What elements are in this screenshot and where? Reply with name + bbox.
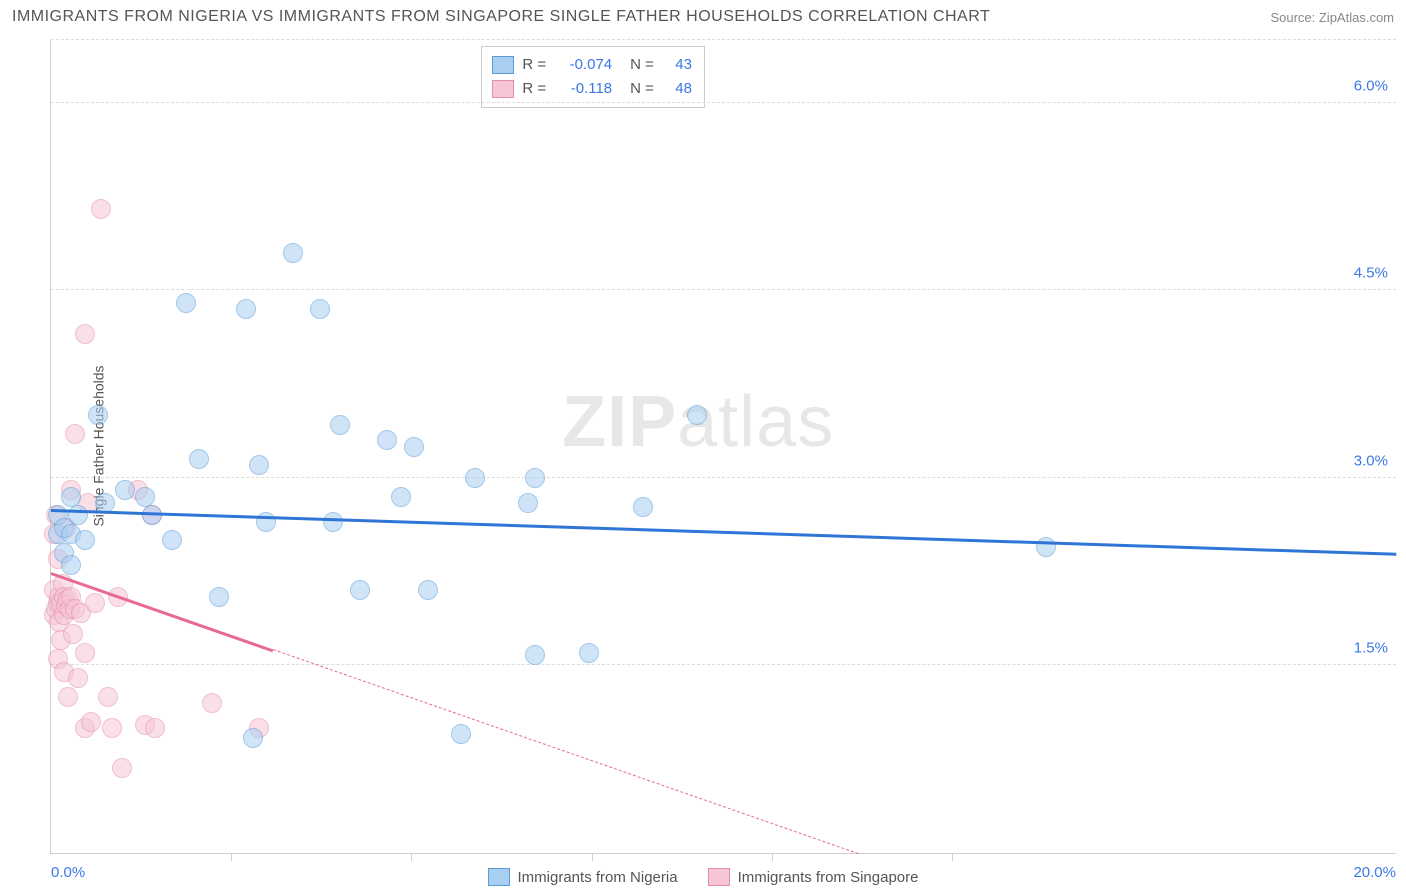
data-point <box>189 449 209 469</box>
data-point <box>418 580 438 600</box>
data-point <box>310 299 330 319</box>
trend-line <box>51 509 1396 556</box>
legend-item: Immigrants from Nigeria <box>488 868 678 886</box>
data-point <box>102 718 122 738</box>
data-point <box>465 468 485 488</box>
x-tick <box>592 853 593 861</box>
data-point <box>377 430 397 450</box>
n-label: N = <box>630 77 654 101</box>
y-tick-label: 3.0% <box>1354 452 1388 469</box>
r-label: R = <box>522 53 546 77</box>
gridline-h <box>51 477 1396 478</box>
y-tick-label: 1.5% <box>1354 640 1388 657</box>
data-point <box>243 728 263 748</box>
n-label: N = <box>630 53 654 77</box>
gridline-h <box>51 102 1396 103</box>
data-point <box>404 437 424 457</box>
legend-row: R = -0.118 N = 48 <box>492 77 692 101</box>
data-point <box>68 505 88 525</box>
chart-area: ZIPatlas R =-0.074N =43R =-0.118N =48 1.… <box>50 40 1396 854</box>
data-point <box>202 693 222 713</box>
data-point <box>176 293 196 313</box>
data-point <box>68 668 88 688</box>
x-tick <box>411 853 412 861</box>
data-point <box>61 487 81 507</box>
data-point <box>75 643 95 663</box>
data-point <box>98 687 118 707</box>
data-point <box>145 718 165 738</box>
data-point <box>451 724 471 744</box>
data-point <box>391 487 411 507</box>
legend-swatch <box>492 80 514 98</box>
legend-swatch <box>488 868 510 886</box>
legend-label: Immigrants from Nigeria <box>518 869 678 886</box>
trend-line <box>273 649 858 854</box>
data-point <box>65 424 85 444</box>
data-point <box>236 299 256 319</box>
gridline-h <box>51 664 1396 665</box>
data-point <box>81 712 101 732</box>
data-point <box>85 593 105 613</box>
data-point <box>75 530 95 550</box>
data-point <box>209 587 229 607</box>
legend-row: R = -0.074 N = 43 <box>492 53 692 77</box>
x-tick <box>772 853 773 861</box>
n-value: 48 <box>662 77 692 101</box>
y-tick-label: 6.0% <box>1354 77 1388 94</box>
data-point <box>112 758 132 778</box>
gridline-h <box>51 39 1396 40</box>
data-point <box>162 530 182 550</box>
x-tick <box>231 853 232 861</box>
data-point <box>91 199 111 219</box>
data-point <box>330 415 350 435</box>
data-point <box>579 643 599 663</box>
data-point <box>518 493 538 513</box>
legend-swatch <box>708 868 730 886</box>
plot-area: ZIPatlas R =-0.074N =43R =-0.118N =48 1.… <box>50 40 1396 854</box>
x-tick <box>952 853 953 861</box>
gridline-h <box>51 289 1396 290</box>
chart-title: IMMIGRANTS FROM NIGERIA VS IMMIGRANTS FR… <box>12 8 990 26</box>
data-point <box>525 645 545 665</box>
legend-label: Immigrants from Singapore <box>738 869 919 886</box>
data-point <box>115 480 135 500</box>
n-value: 43 <box>662 53 692 77</box>
data-point <box>525 468 545 488</box>
data-point <box>249 455 269 475</box>
data-point <box>58 687 78 707</box>
data-point <box>323 512 343 532</box>
data-point <box>633 497 653 517</box>
correlation-legend: R = -0.074 N = 43 R = -0.118 N = 48 <box>481 46 705 108</box>
legend-item: Immigrants from Singapore <box>708 868 919 886</box>
data-point <box>687 405 707 425</box>
data-point <box>283 243 303 263</box>
data-point <box>61 555 81 575</box>
data-point <box>88 405 108 425</box>
data-point <box>135 487 155 507</box>
legend-swatch <box>492 56 514 74</box>
y-tick-label: 4.5% <box>1354 265 1388 282</box>
r-value: -0.074 <box>554 53 612 77</box>
r-value: -0.118 <box>554 77 612 101</box>
data-point <box>63 624 83 644</box>
data-point <box>350 580 370 600</box>
r-label: R = <box>522 77 546 101</box>
data-point <box>75 324 95 344</box>
data-point <box>1036 537 1056 557</box>
data-point <box>256 512 276 532</box>
series-legend: Immigrants from Nigeria Immigrants from S… <box>0 868 1406 886</box>
source-label: Source: ZipAtlas.com <box>1270 10 1394 25</box>
